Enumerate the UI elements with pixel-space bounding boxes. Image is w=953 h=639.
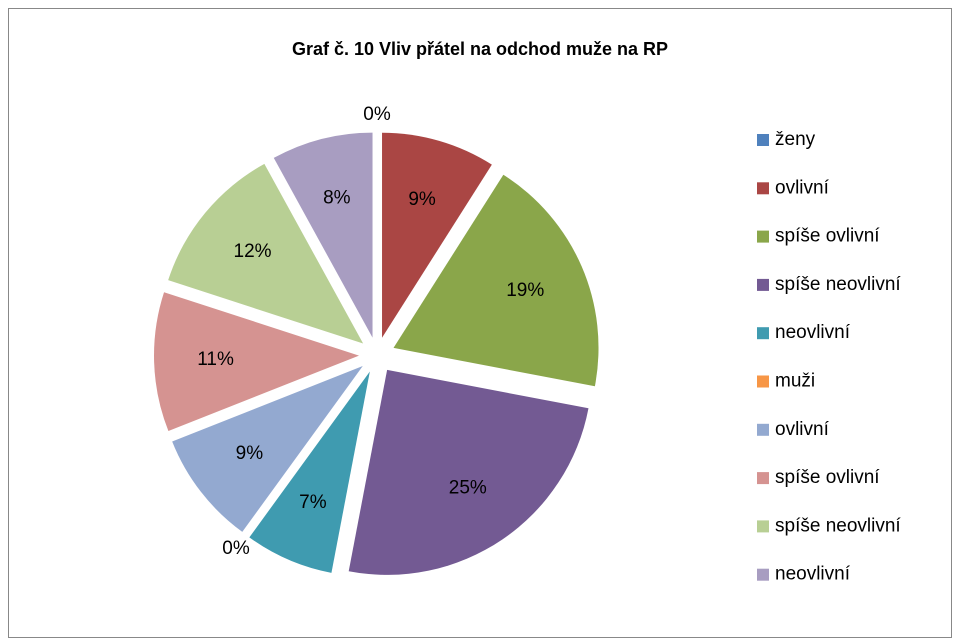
data-label: 0% <box>222 538 250 559</box>
legend-swatch <box>757 520 769 533</box>
legend-swatch <box>757 472 769 485</box>
pie-slice <box>348 369 589 575</box>
pie-slice <box>172 366 363 532</box>
pie-slice <box>154 292 360 432</box>
legend-label: spíše neovlivní <box>775 515 901 536</box>
data-label: 9% <box>236 443 264 464</box>
pie-slice <box>393 174 599 387</box>
data-label: 9% <box>408 189 436 210</box>
data-label: 12% <box>234 241 272 262</box>
legend-swatch <box>757 327 769 340</box>
data-label: 19% <box>506 280 544 301</box>
pie-slice <box>273 132 373 338</box>
chart-title: Graf č. 10 Vliv přátel na odchod muže na… <box>292 39 668 59</box>
legend-label: muži <box>775 371 815 392</box>
data-label: 25% <box>449 478 487 499</box>
data-label: 11% <box>197 349 234 370</box>
data-label: 0% <box>363 104 391 125</box>
data-label: 7% <box>299 492 327 513</box>
legend-label: neovlivní <box>775 322 851 343</box>
legend-swatch <box>757 423 769 436</box>
pie-slice <box>168 163 364 344</box>
legend-label: spíše ovlivní <box>775 226 880 247</box>
legend-swatch <box>757 182 769 195</box>
legend-swatch <box>757 568 769 581</box>
legend-label: ženy <box>775 129 816 150</box>
legend-swatch <box>757 230 769 243</box>
data-label: 8% <box>323 188 351 209</box>
legend-label: ovlivní <box>775 177 830 198</box>
legend-swatch <box>757 278 769 291</box>
legend-label: neovlivní <box>775 564 851 585</box>
legend-label: ovlivní <box>775 419 830 440</box>
legend-label: spíše neovlivní <box>775 274 901 295</box>
pie-slice <box>382 132 492 338</box>
legend-swatch <box>757 375 769 388</box>
legend-swatch <box>757 134 769 146</box>
legend-label: spíše ovlivní <box>775 467 880 488</box>
pie-slice <box>249 371 370 573</box>
